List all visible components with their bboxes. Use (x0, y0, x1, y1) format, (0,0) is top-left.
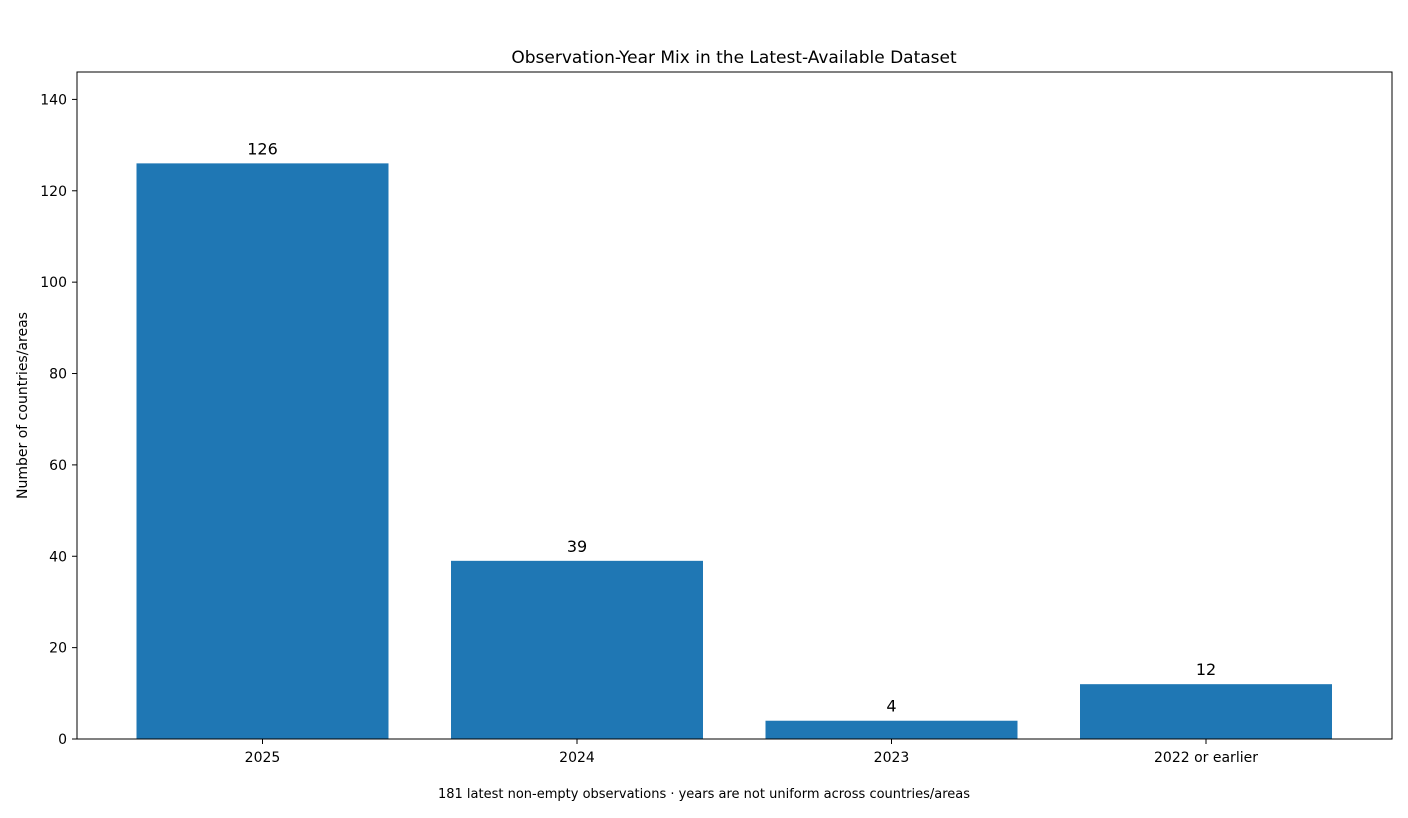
bar-3 (1080, 684, 1332, 739)
y-tick-label-6: 120 (40, 184, 67, 200)
y-tick-label-5: 100 (40, 275, 67, 291)
bar-value-label-3: 12 (1196, 660, 1216, 679)
y-tick-label-0: 0 (58, 732, 67, 748)
y-axis: 0 20 40 60 80 100 120 140 (40, 92, 77, 748)
y-tick-label-4: 80 (49, 367, 67, 383)
y-tick-label-2: 40 (49, 549, 67, 565)
bar-value-label-2: 4 (886, 697, 896, 716)
x-tick-label-2: 2023 (874, 750, 910, 766)
y-tick-label-3: 60 (49, 458, 67, 474)
bar-labels-layer: 126 39 4 12 (247, 139, 1216, 715)
x-axis: 2025 2024 2023 2022 or earlier (245, 739, 1258, 766)
y-tick-label-7: 140 (40, 92, 67, 108)
x-tick-label-1: 2024 (559, 750, 595, 766)
bar-0 (136, 163, 389, 739)
y-axis-label: Number of countries/areas (15, 312, 31, 499)
bars-layer (136, 163, 1332, 739)
chart-subtitle: 181 latest non-empty observations · year… (438, 787, 970, 802)
plot-area: 126 39 4 12 (76, 71, 1393, 740)
x-tick-label-0: 2025 (245, 750, 281, 766)
chart-title: Observation-Year Mix in the Latest-Avail… (511, 48, 957, 68)
x-tick-label-3: 2022 or earlier (1154, 750, 1258, 766)
bar-1 (451, 560, 703, 739)
bar-value-label-1: 39 (567, 537, 587, 556)
plot-frame (76, 71, 1393, 740)
y-tick-label-1: 20 (49, 641, 67, 657)
bar-2 (765, 720, 1018, 739)
bar-value-label-0: 126 (247, 139, 278, 158)
